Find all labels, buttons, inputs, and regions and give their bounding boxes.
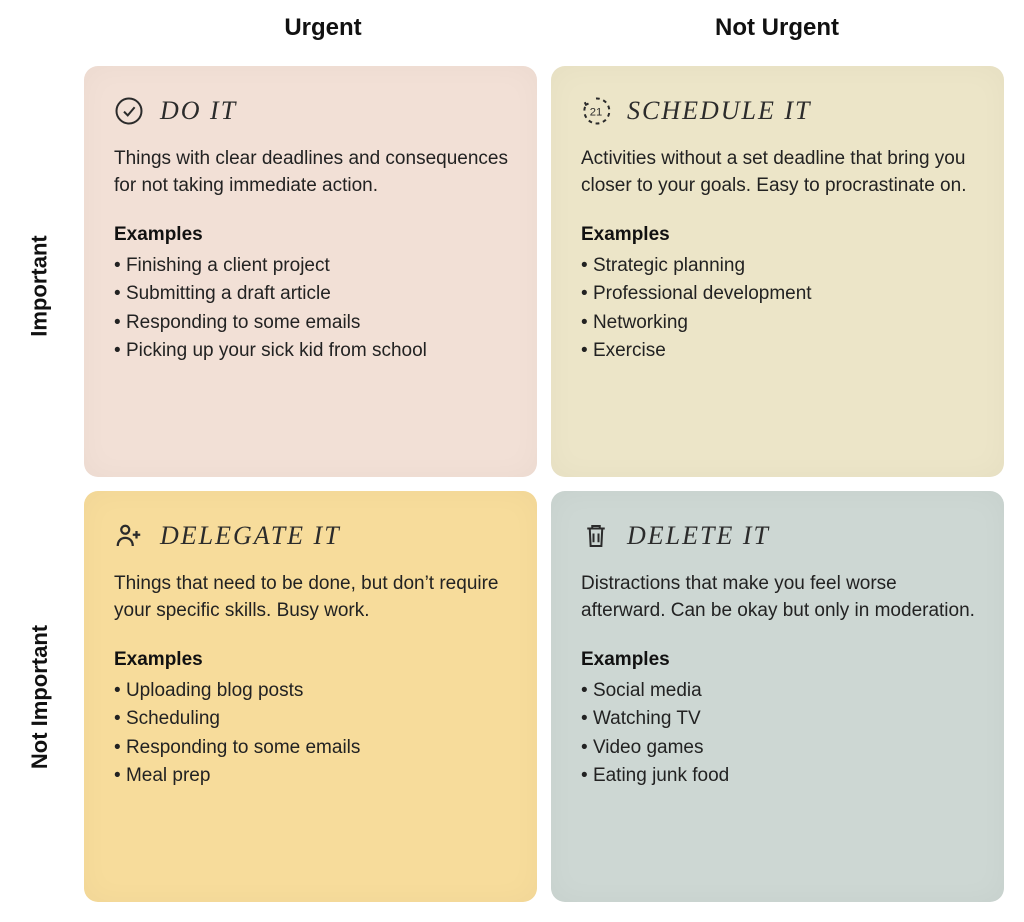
- list-item: Networking: [581, 309, 976, 338]
- list-item: Watching TV: [581, 705, 976, 734]
- list-item: Exercise: [581, 337, 976, 366]
- list-item: Social media: [581, 677, 976, 706]
- quadrant-header: DELEGATE IT: [114, 521, 509, 551]
- quadrant-description: Distractions that make you feel worse af…: [581, 571, 976, 625]
- list-item: Responding to some emails: [114, 734, 509, 763]
- col-header-not-urgent: Not Urgent: [550, 14, 1004, 42]
- row-labels: Important Not Important: [10, 80, 70, 902]
- examples-label: Examples: [114, 649, 509, 671]
- examples-label: Examples: [581, 224, 976, 246]
- trash-icon: [581, 521, 611, 551]
- quadrant-description: Activities without a set deadline that b…: [581, 146, 976, 200]
- svg-text:21: 21: [590, 106, 603, 118]
- list-item: Responding to some emails: [114, 309, 509, 338]
- check-circle-icon: [114, 96, 144, 126]
- examples-list: Strategic planning Professional developm…: [581, 252, 976, 366]
- quadrant-do-it: DO IT Things with clear deadlines and co…: [84, 66, 537, 477]
- quadrant-title: DELETE IT: [627, 521, 770, 551]
- list-item: Finishing a client project: [114, 252, 509, 281]
- quadrant-description: Things with clear deadlines and conseque…: [114, 146, 509, 200]
- eisenhower-matrix: Urgent Not Urgent Important Not Importan…: [0, 0, 1024, 922]
- examples-label: Examples: [581, 649, 976, 671]
- quadrant-delete-it: DELETE IT Distractions that make you fee…: [551, 491, 1004, 902]
- quadrant-grid: DO IT Things with clear deadlines and co…: [84, 66, 1004, 902]
- quadrant-description: Things that need to be done, but don’t r…: [114, 571, 509, 625]
- row-label-not-important: Not Important: [10, 491, 70, 902]
- list-item: Strategic planning: [581, 252, 976, 281]
- quadrant-title: DELEGATE IT: [160, 521, 341, 551]
- quadrant-header: 21 SCHEDULE IT: [581, 96, 976, 126]
- list-item: Uploading blog posts: [114, 677, 509, 706]
- examples-label: Examples: [114, 224, 509, 246]
- person-plus-icon: [114, 521, 144, 551]
- list-item: Eating junk food: [581, 762, 976, 791]
- examples-list: Uploading blog posts Scheduling Respondi…: [114, 677, 509, 791]
- quadrant-header: DO IT: [114, 96, 509, 126]
- column-headers: Urgent Not Urgent: [96, 14, 1004, 42]
- calendar-icon: 21: [581, 96, 611, 126]
- examples-list: Finishing a client project Submitting a …: [114, 252, 509, 366]
- list-item: Video games: [581, 734, 976, 763]
- quadrant-delegate-it: DELEGATE IT Things that need to be done,…: [84, 491, 537, 902]
- quadrant-title: SCHEDULE IT: [627, 96, 812, 126]
- quadrant-schedule-it: 21 SCHEDULE IT Activities without a set …: [551, 66, 1004, 477]
- col-header-urgent: Urgent: [96, 14, 550, 42]
- list-item: Submitting a draft article: [114, 280, 509, 309]
- quadrant-header: DELETE IT: [581, 521, 976, 551]
- examples-list: Social media Watching TV Video games Eat…: [581, 677, 976, 791]
- list-item: Scheduling: [114, 705, 509, 734]
- list-item: Professional development: [581, 280, 976, 309]
- list-item: Picking up your sick kid from school: [114, 337, 509, 366]
- row-label-important: Important: [10, 80, 70, 491]
- quadrant-title: DO IT: [160, 96, 237, 126]
- list-item: Meal prep: [114, 762, 509, 791]
